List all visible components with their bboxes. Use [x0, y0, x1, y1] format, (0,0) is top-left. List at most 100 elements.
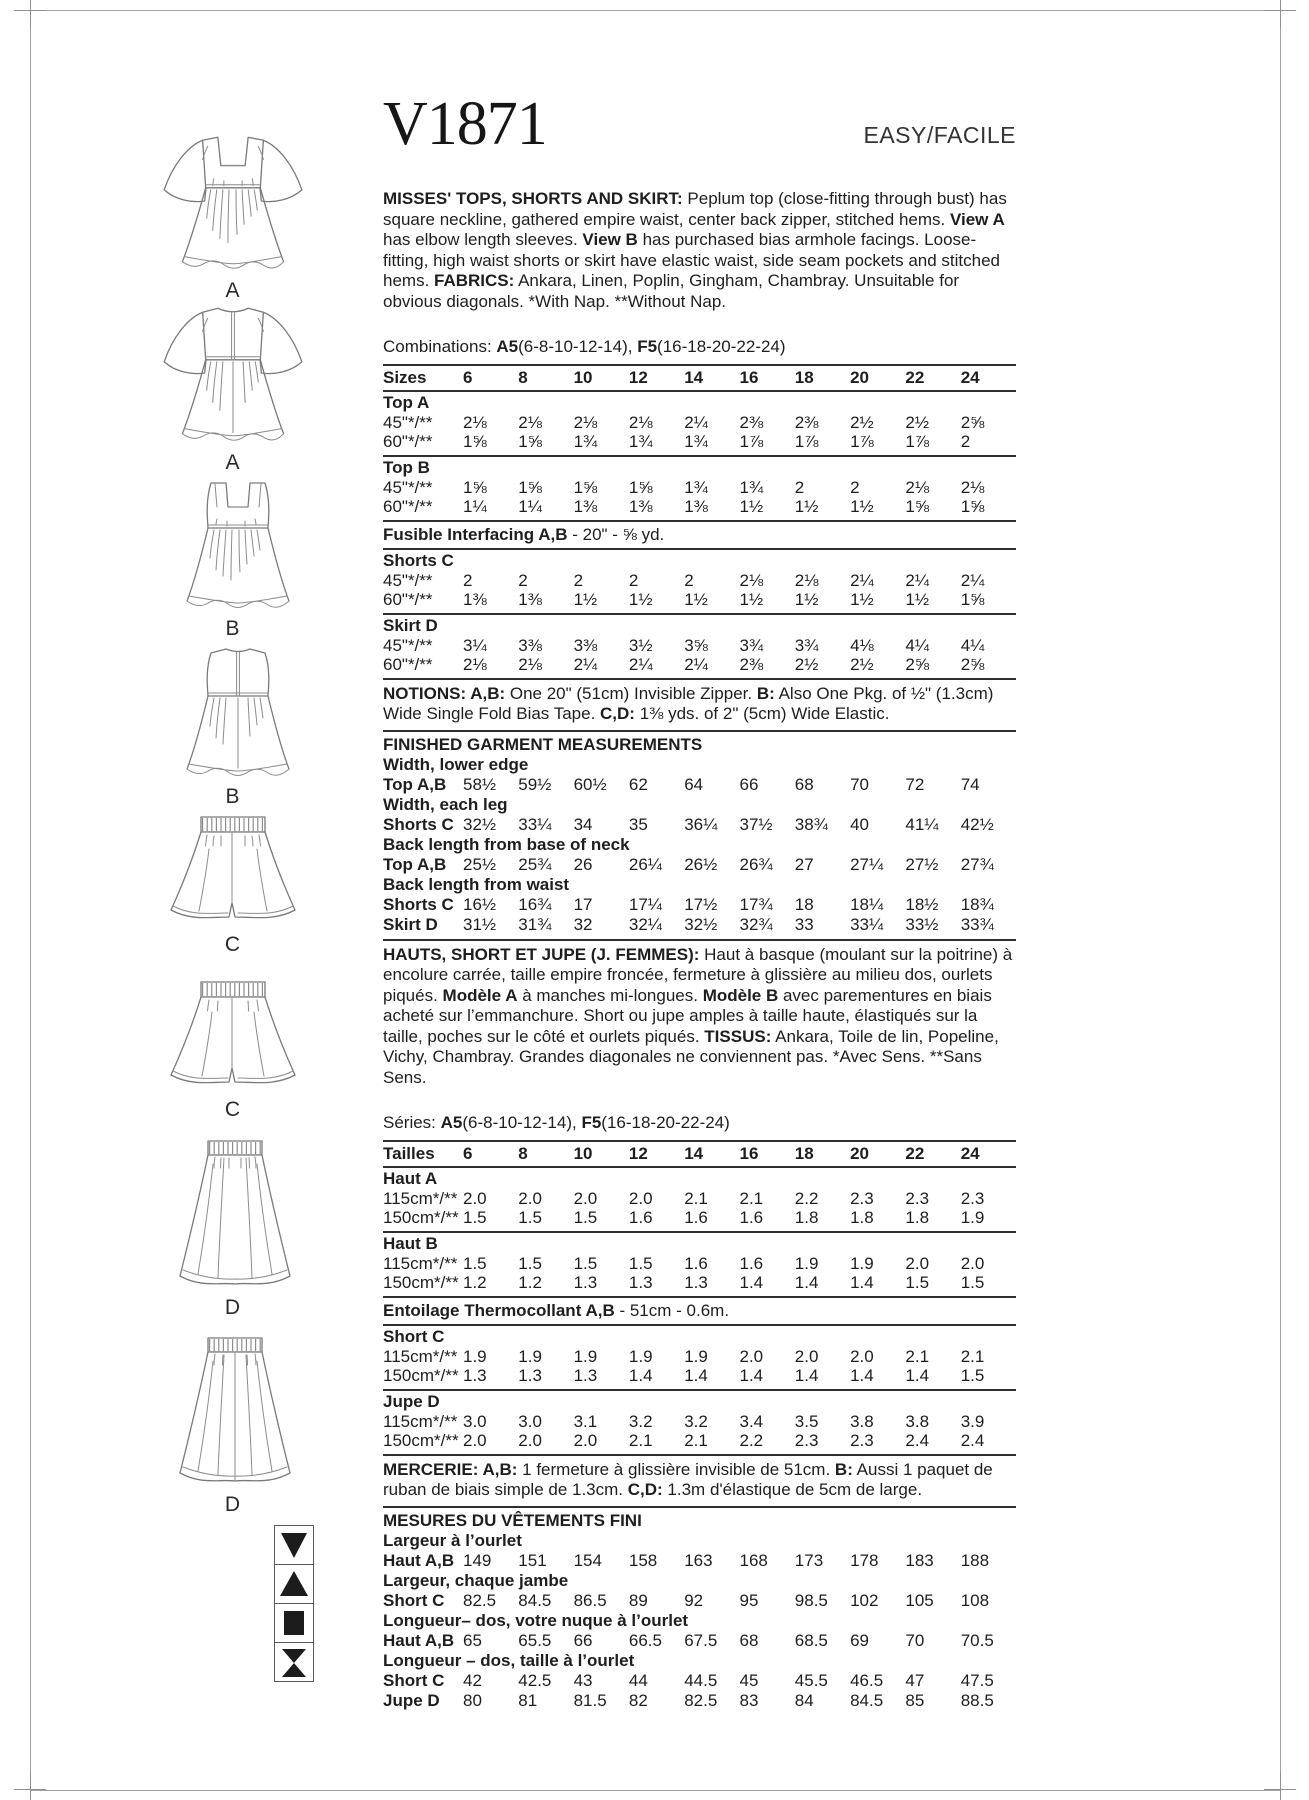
table-cell: 3.1 — [573, 1411, 598, 1431]
table-cell: 46.5 — [850, 1670, 884, 1690]
table-cell: 2¼ — [628, 655, 653, 674]
table-cell: 72 — [905, 774, 925, 794]
table-cell: 1½ — [794, 590, 819, 609]
figure-label: C — [224, 933, 241, 956]
table-cell: 1.5 — [905, 1273, 930, 1292]
table-cell: 17½ — [684, 894, 718, 914]
table-cell: 1⅜ — [628, 497, 653, 516]
table-cell: 66.5 — [628, 1630, 662, 1650]
table-cell: 2.2 — [794, 1188, 819, 1208]
table-cell: 1⅞ — [794, 432, 819, 451]
table-cell: 1.3 — [518, 1366, 542, 1385]
table-cell: 2.0 — [518, 1431, 542, 1450]
table-cell: 2⅛ — [518, 412, 542, 432]
table-row: 115cm*/** 1.5 1.5 1.5 1.5 1.6 1.6 1.9 1.9 2.0 2.0 — [383, 1254, 1016, 1274]
shorts-c-front-illustration — [169, 816, 296, 919]
table-cell: 1¼ — [518, 497, 542, 516]
table-cell: 74 — [960, 774, 980, 794]
table-cell: 8 — [518, 1144, 528, 1163]
table-cell: 1⅜ — [518, 590, 542, 609]
table-cell: 1.8 — [850, 1208, 874, 1227]
table-cell: 81.5 — [573, 1690, 607, 1710]
table-cell: 25½ — [463, 854, 497, 874]
table-cell: 2⅜ — [739, 412, 764, 432]
table-cell: 84.5 — [850, 1690, 884, 1710]
description-english: MISSES' TOPS, SHORTS AND SKIRT: Peplum t… — [383, 189, 1007, 311]
table-cell: 14 — [684, 1144, 704, 1163]
table-cell: 36¼ — [684, 814, 718, 834]
table-cell: 82 — [628, 1690, 648, 1710]
table-cell: 26¼ — [628, 854, 662, 874]
table-cell: 12 — [628, 1144, 648, 1163]
table-cell: 4¼ — [960, 635, 985, 655]
table-row: 45"*/** 3¼ 3⅜ 3⅜ 3½ 3⅝ 3¾ 3¾ 4⅛ 4¼ 4¼ — [383, 636, 1016, 656]
table-cell: 1.6 — [628, 1208, 653, 1227]
table-cell: 2⅛ — [739, 570, 764, 590]
measurement-subheading: Back length from waist — [383, 874, 570, 894]
measurement-subheading: Largeur à l’ourlet — [383, 1530, 522, 1550]
table-cell: 1½ — [850, 590, 874, 609]
table-cell: 2⅛ — [960, 477, 985, 497]
table-cell: 1.4 — [850, 1273, 874, 1292]
table-cell: 89 — [628, 1590, 648, 1610]
table-section: Skirt D 45"*/** 3¼ 3⅜ 3⅜ 3½ 3⅝ 3¾ 3¾ 4⅛ 4¼ 4¼ 60"*/*… — [383, 615, 1016, 680]
table-cell: 70 — [850, 774, 870, 794]
title-bar: V1871 EASY/FACILE — [383, 92, 1016, 156]
table-cell: 3½ — [628, 635, 653, 655]
table-section: Haut A 115cm*/** 2.0 2.0 2.0 2.0 2.1 2.1 2.2 2.3 2… — [383, 1168, 1016, 1233]
table-cell: 66 — [739, 774, 759, 794]
row-label: 60"*/** — [383, 497, 433, 516]
table-cell: 1½ — [794, 497, 819, 516]
table-cell: 41¼ — [905, 814, 939, 834]
table-cell: 34 — [573, 814, 593, 834]
table-cell: 2 — [794, 477, 805, 497]
table-cell: 58½ — [463, 774, 497, 794]
table-section: Top B 45"*/** 1⅝ 1⅝ 1⅝ 1⅝ 1¾ 1¾ 2 2 2⅛ 2⅛ 60"*/** 1¼ 1… — [383, 457, 1016, 522]
table-cell: 3.9 — [960, 1411, 985, 1431]
table-cell: 2.0 — [960, 1253, 985, 1273]
table-cell: 33¼ — [850, 914, 884, 934]
table-cell: 1¾ — [684, 432, 708, 451]
table-cell: 1⅝ — [573, 477, 598, 497]
table-cell: 20 — [850, 368, 870, 387]
table-cell: 2.3 — [960, 1188, 985, 1208]
table-cell: 2.2 — [739, 1431, 764, 1450]
table-cell: 32 — [573, 914, 593, 934]
table-cell: 168 — [739, 1550, 768, 1570]
skirt-d-front-illustration — [178, 1140, 291, 1285]
table-cell: 3⅜ — [518, 635, 542, 655]
table-cell: 2¼ — [573, 655, 598, 674]
table-cell: 82.5 — [684, 1690, 718, 1710]
table-cell: 24 — [960, 1144, 980, 1163]
table-section-label: Shorts C — [383, 550, 454, 570]
figure-label: B — [225, 785, 240, 808]
measurement-subheading: Longueur – dos, taille à l’ourlet — [383, 1650, 635, 1670]
table-cell: 1⅝ — [518, 477, 542, 497]
table-cell: 64 — [684, 774, 704, 794]
table-cell: 10 — [573, 368, 593, 387]
table-cell: 17¾ — [739, 894, 773, 914]
row-label: Short C — [383, 1670, 445, 1690]
table-cell: 1½ — [684, 590, 708, 609]
row-label: 45"*/** — [383, 635, 433, 655]
table-cell: 1⅜ — [684, 497, 708, 516]
print-mark-triangle-down — [274, 1525, 314, 1565]
table-cell: 33½ — [905, 914, 939, 934]
print-mark-hourglass — [274, 1642, 314, 1682]
row-label: Sizes — [383, 368, 427, 387]
row-label: 115cm*/** — [383, 1253, 458, 1273]
table-cell: 12 — [628, 368, 648, 387]
series-line: Séries: A5(6-8-10-12-14), F5(16-18-20-22… — [383, 1113, 730, 1132]
table-cell: 1.9 — [573, 1346, 598, 1366]
print-mark-square — [274, 1603, 314, 1643]
table-cell: 2 — [573, 570, 584, 590]
table-section-label: Short C — [383, 1326, 445, 1346]
table-cell: 1⅞ — [739, 432, 764, 451]
table-cell: 26½ — [684, 854, 718, 874]
table-cell: 25¾ — [518, 854, 552, 874]
table-cell: 2½ — [794, 655, 819, 674]
table-row: Shorts C 32½ 33¼ 34 35 36¼ 37½ 38¾ 40 41¼ 42½ — [383, 815, 1016, 835]
table-cell: 1.4 — [684, 1366, 708, 1385]
table-cell: 2.0 — [463, 1431, 487, 1450]
table-cell: 2⅛ — [463, 655, 487, 674]
